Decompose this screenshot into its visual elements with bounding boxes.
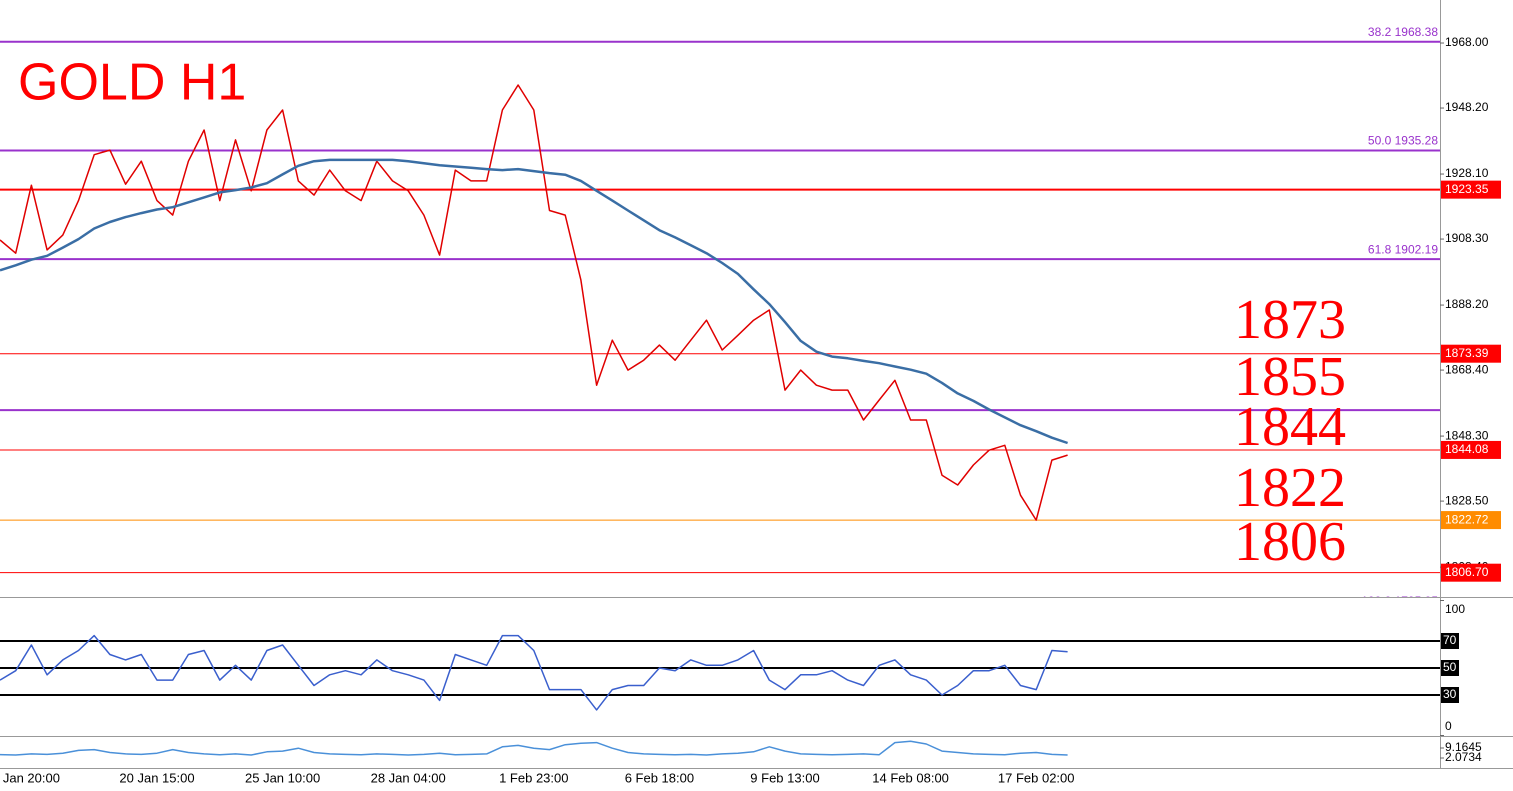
level-label: 1923.35 xyxy=(1445,182,1489,196)
x-tick-label: 28 Jan 04:00 xyxy=(371,770,446,785)
level-box xyxy=(1441,687,1459,703)
level-label: 30 xyxy=(1443,687,1457,701)
x-tick-label: 17 Feb 02:00 xyxy=(998,770,1075,785)
level-box xyxy=(1441,180,1501,199)
level-label: 1806.70 xyxy=(1445,565,1489,579)
fib-label: 38.2 1968.38 xyxy=(1368,25,1438,39)
y-tick-label: 9.1645 xyxy=(1445,740,1482,754)
level-label: 50 xyxy=(1443,660,1457,674)
x-tick-label: 25 Jan 10:00 xyxy=(245,770,320,785)
x-tick-label: 9 Feb 13:00 xyxy=(750,770,819,785)
fib-label: 61.8 1902.19 xyxy=(1368,242,1438,256)
level-box xyxy=(1441,511,1501,530)
y-tick-label: 0 xyxy=(1445,719,1452,733)
level-box xyxy=(1441,440,1501,459)
level-box xyxy=(1441,633,1459,649)
annotation: 1806 xyxy=(1234,511,1346,573)
level-label: 1844.08 xyxy=(1445,442,1489,456)
y-tick-label: 1848.30 xyxy=(1445,428,1489,442)
x-tick-label: Jan 20:00 xyxy=(3,770,60,785)
y-tick-label: 1908.30 xyxy=(1445,231,1489,245)
y-tick-label: 1888.20 xyxy=(1445,297,1489,311)
level-label: 70 xyxy=(1443,633,1457,647)
level-box xyxy=(1441,344,1501,363)
fib-label: 100.0 1795.05 xyxy=(1361,594,1438,608)
series-line xyxy=(0,634,1068,711)
panel: 38.2 1968.38 50.0 1935.28 61.8 1902.19 100.… xyxy=(0,25,1440,608)
y-tick-label: 1868.40 xyxy=(1445,362,1489,376)
y-tick-label: 100 xyxy=(1445,602,1465,616)
y-tick-label: 1968.00 xyxy=(1445,35,1489,49)
y-tick-label: 1828.50 xyxy=(1445,493,1489,507)
x-tick-label: 20 Jan 15:00 xyxy=(119,770,194,785)
annotation: 1855 xyxy=(1234,346,1346,408)
y-tick-label: 1928.10 xyxy=(1445,166,1489,180)
annotation: 1822 xyxy=(1234,457,1346,519)
y-tick-label: 1948.20 xyxy=(1445,100,1489,114)
level-box xyxy=(1441,563,1501,582)
series-line xyxy=(0,158,1068,445)
annotation: 1844 xyxy=(1234,396,1346,458)
series-line xyxy=(0,84,1068,521)
annotation: 1873 xyxy=(1234,289,1346,351)
x-tick-label: 6 Feb 18:00 xyxy=(625,770,694,785)
x-tick-label: 14 Feb 08:00 xyxy=(872,770,949,785)
series-line xyxy=(0,740,1068,756)
panel xyxy=(0,634,1440,711)
level-box xyxy=(1441,660,1459,676)
level-label: 1822.72 xyxy=(1445,512,1489,526)
fib-label: 50.0 1935.28 xyxy=(1368,134,1438,148)
y-tick-label: 2.0734 xyxy=(1445,750,1482,764)
chart-title: GOLD H1 xyxy=(18,54,246,112)
x-tick-label: 1 Feb 23:00 xyxy=(499,770,568,785)
panel xyxy=(0,740,1068,756)
level-label: 1873.39 xyxy=(1445,346,1489,360)
